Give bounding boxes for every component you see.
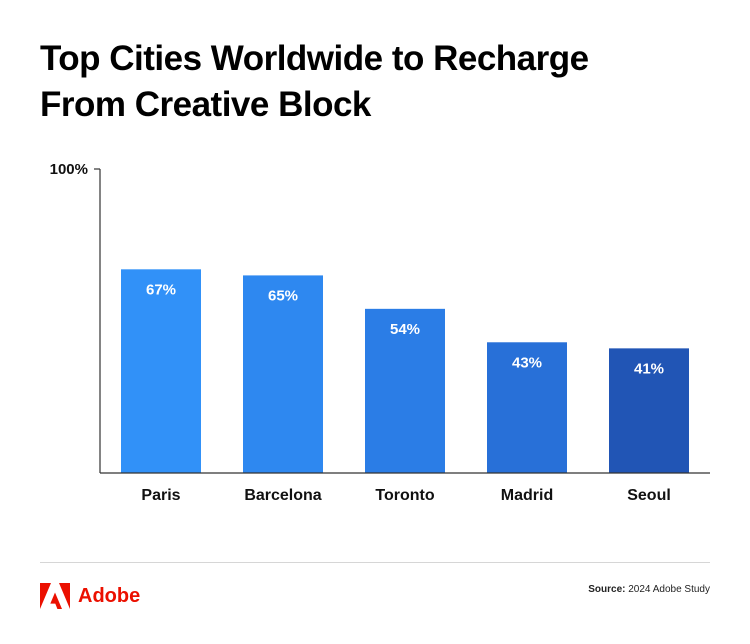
adobe-logo-icon <box>40 583 70 609</box>
bar-chart: 100% 67% Paris 65% Barcelona 54% Toronto 43% Mad… <box>50 161 710 504</box>
x-tick-label: Seoul <box>627 487 671 504</box>
data-label: 65% <box>268 287 298 304</box>
data-label: 67% <box>146 281 176 298</box>
x-tick-label: Paris <box>141 487 180 504</box>
data-label: 54% <box>390 321 420 338</box>
footer-divider <box>40 562 710 563</box>
data-label: 43% <box>512 354 542 371</box>
data-label: 41% <box>634 360 664 377</box>
chart-title-line-1: Top Cities Worldwide to Recharge <box>40 39 589 78</box>
x-tick-label: Barcelona <box>244 487 321 504</box>
bar-toronto <box>365 308 445 473</box>
chart-title-line-2: From Creative Block <box>40 85 371 124</box>
source-label: Source: <box>588 584 626 595</box>
adobe-logo: Adobe <box>40 582 140 610</box>
chart-title: Top Cities Worldwide to Recharge From Cr… <box>40 36 720 128</box>
bar-barcelona <box>243 275 323 473</box>
bar-paris <box>121 269 201 473</box>
bar-seoul <box>609 348 689 473</box>
source-text: 2024 Adobe Study <box>628 584 710 595</box>
source-note: Source: 2024 Adobe Study <box>588 584 710 595</box>
adobe-logo-text: Adobe <box>78 585 141 607</box>
x-tick-label: Madrid <box>501 487 553 504</box>
bar-madrid <box>487 342 567 473</box>
y-tick-label: 100% <box>50 161 88 178</box>
x-tick-label: Toronto <box>375 487 434 504</box>
